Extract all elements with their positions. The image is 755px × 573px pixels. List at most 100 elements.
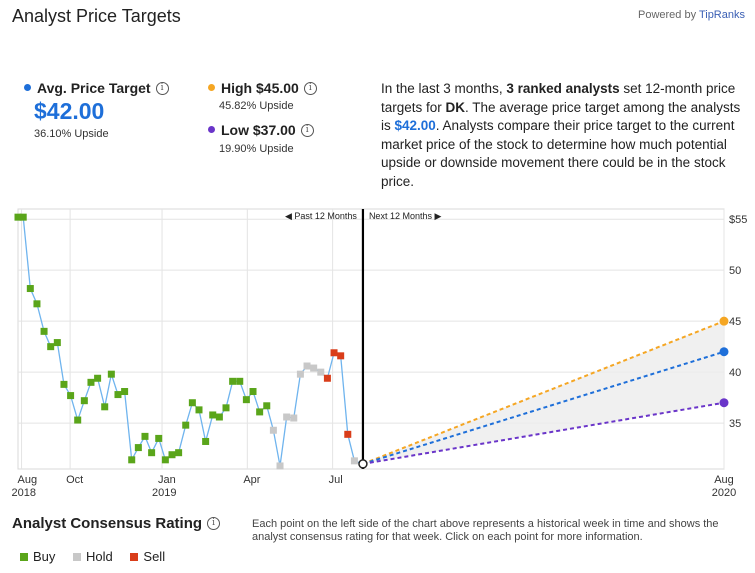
projection-line-high [362, 320, 725, 465]
rating-point-buy[interactable] [14, 213, 22, 221]
consensus-description: Each point on the left side of the chart… [252, 518, 719, 543]
rating-point-hold[interactable] [276, 462, 284, 470]
rating-point-hold[interactable] [290, 414, 298, 422]
low-target-label: Low $37.00 [221, 122, 296, 138]
rating-point-buy[interactable] [249, 388, 257, 396]
projection-line-low [362, 401, 725, 465]
avg-target-upside: 36.10% Upside [34, 128, 109, 140]
projection-point-average[interactable] [719, 347, 729, 357]
next-12-months-label: Next 12 Months ▶ [369, 211, 442, 221]
projection-line-average [362, 350, 725, 465]
rating-point-buy[interactable] [47, 343, 55, 351]
rating-point-hold[interactable] [269, 426, 277, 434]
x-tick-year-label: 2019 [152, 487, 176, 499]
rating-point-sell[interactable] [344, 430, 352, 438]
rating-point-buy[interactable] [155, 434, 163, 442]
rating-point-buy[interactable] [229, 377, 237, 385]
rating-point-buy[interactable] [202, 437, 210, 445]
rating-point-buy[interactable] [40, 327, 48, 335]
hold-swatch-icon [73, 552, 82, 561]
rating-point-buy[interactable] [236, 377, 244, 385]
summary-text: . Analysts compare their price target to… [381, 118, 735, 189]
high-target-upside: 45.82% Upside [219, 100, 294, 112]
summary-text: set 12-month price targets for [381, 81, 736, 115]
rating-point-sell[interactable] [330, 349, 338, 357]
rating-point-hold[interactable] [283, 413, 291, 421]
rating-point-buy[interactable] [168, 451, 176, 459]
rating-point-buy[interactable] [215, 413, 223, 421]
rating-point-sell[interactable] [323, 374, 331, 382]
rating-point-buy[interactable] [141, 432, 149, 440]
rating-point-buy[interactable] [182, 421, 190, 429]
projection-range-area [362, 321, 724, 464]
rating-point-buy[interactable] [60, 380, 68, 388]
powered-by[interactable]: Powered by TipRanks [638, 9, 745, 21]
rating-point-buy[interactable] [67, 392, 75, 400]
y-tick-label: 50 [729, 265, 741, 277]
price-history-line [18, 216, 364, 467]
y-tick-label: 35 [729, 418, 741, 430]
rating-point-buy[interactable] [222, 404, 230, 412]
legend-item-buy: Buy [20, 549, 55, 564]
info-icon[interactable]: i [300, 123, 314, 137]
summary-text: In the last 3 months, [381, 81, 507, 96]
info-icon[interactable]: i [155, 81, 169, 95]
low-target-upside: 19.90% Upside [219, 143, 294, 155]
rating-point-buy[interactable] [107, 370, 115, 378]
x-tick-label: Jan [158, 474, 176, 486]
x-tick-label: Jul [329, 474, 343, 486]
rating-point-buy[interactable] [33, 300, 41, 308]
rating-point-buy[interactable] [188, 399, 196, 407]
rating-point-buy[interactable] [161, 456, 169, 464]
rating-point-buy[interactable] [195, 406, 203, 414]
page-title: Analyst Price Targets [12, 6, 181, 26]
y-tick-label: 40 [729, 367, 741, 379]
y-tick-label: $55 [729, 214, 747, 226]
tipranks-link[interactable]: TipRanks [698, 9, 745, 21]
rating-point-buy[interactable] [175, 449, 183, 457]
low-target-heading: Low $37.00 i [208, 122, 314, 138]
analyst-summary: In the last 3 months, 3 ranked analysts … [381, 80, 746, 191]
high-target-label: High $45.00 [221, 80, 299, 96]
x-tick-label: Aug [18, 474, 38, 486]
summary-ticker: DK [445, 99, 466, 115]
rating-point-buy[interactable] [53, 339, 61, 347]
legend-item-sell: Sell [130, 549, 165, 564]
rating-point-hold[interactable] [310, 364, 318, 372]
rating-point-buy[interactable] [242, 396, 250, 404]
rating-point-buy[interactable] [148, 449, 156, 457]
rating-point-buy[interactable] [121, 388, 129, 396]
rating-point-buy[interactable] [134, 444, 142, 452]
consensus-legend: Buy Hold Sell [20, 549, 179, 564]
legend-label: Buy [33, 549, 56, 564]
x-tick-label: Apr [243, 474, 260, 486]
high-dot-icon [208, 83, 215, 91]
x-tick-year-label: 2020 [712, 487, 736, 499]
info-icon[interactable]: i [303, 81, 317, 95]
rating-point-buy[interactable] [128, 456, 136, 464]
rating-point-buy[interactable] [101, 403, 109, 411]
rating-point-buy[interactable] [74, 416, 82, 424]
rating-point-hold[interactable] [303, 362, 311, 370]
rating-point-buy[interactable] [87, 378, 95, 386]
rating-point-buy[interactable] [209, 411, 217, 419]
rating-point-buy[interactable] [94, 374, 102, 382]
rating-point-hold[interactable] [317, 368, 325, 376]
rating-point-buy[interactable] [263, 402, 271, 410]
rating-point-buy[interactable] [80, 397, 88, 405]
current-price-point[interactable] [358, 459, 368, 469]
rating-point-buy[interactable] [256, 408, 264, 416]
rating-point-sell[interactable] [337, 352, 345, 360]
y-tick-label: 45 [729, 316, 741, 328]
rating-point-buy[interactable] [26, 285, 34, 293]
rating-point-buy[interactable] [19, 213, 27, 221]
info-icon[interactable]: i [207, 516, 221, 530]
projection-point-low[interactable] [719, 398, 729, 408]
rating-point-buy[interactable] [114, 391, 122, 399]
rating-point-hold[interactable] [350, 457, 358, 465]
rating-point-hold[interactable] [296, 370, 304, 378]
plot-frame [17, 208, 725, 470]
x-tick-label: Aug [714, 474, 734, 486]
projection-point-high[interactable] [719, 316, 729, 326]
